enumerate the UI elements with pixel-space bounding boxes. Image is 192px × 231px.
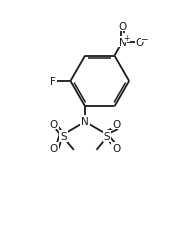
Text: S: S [60, 131, 67, 141]
Text: +: + [123, 34, 130, 43]
Text: N: N [81, 116, 89, 126]
Text: S: S [103, 131, 110, 141]
Text: O: O [50, 143, 58, 153]
Text: O: O [112, 119, 120, 129]
Text: O: O [135, 37, 144, 47]
Text: O: O [112, 143, 120, 153]
Text: O: O [118, 21, 127, 31]
Text: N: N [119, 37, 126, 47]
Text: −: − [141, 34, 148, 43]
Text: F: F [50, 77, 56, 87]
Text: O: O [50, 119, 58, 129]
